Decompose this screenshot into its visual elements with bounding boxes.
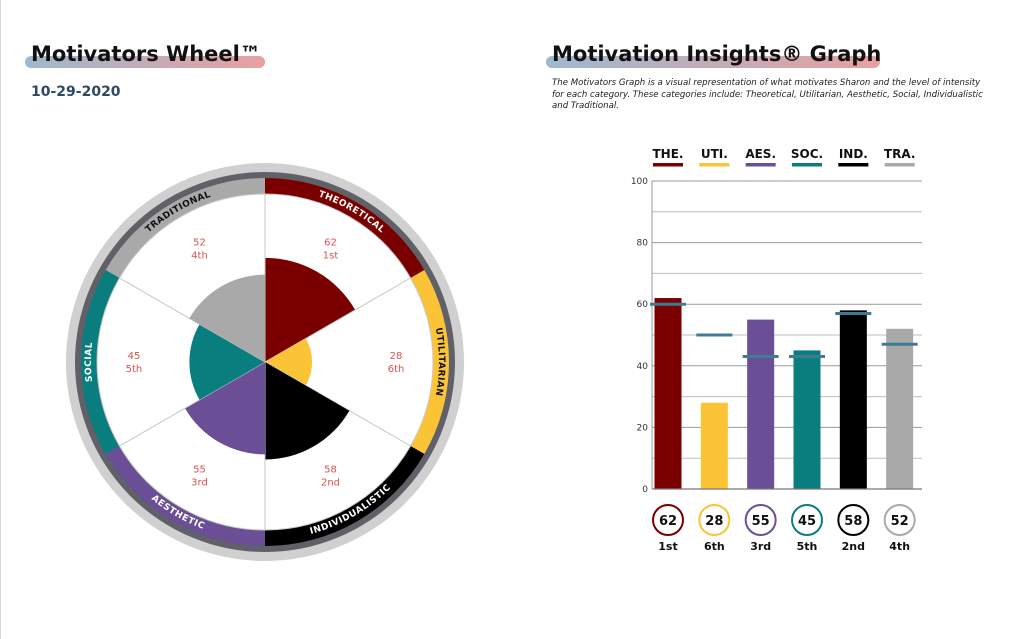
wheel-value-label: 52 — [193, 238, 206, 249]
score-value: 55 — [752, 514, 770, 529]
wheel-title-block: Motivators Wheel™ — [25, 42, 265, 68]
wheel-band-aesthetic — [105, 446, 265, 546]
bar-aes- — [747, 319, 775, 489]
bar-soc- — [793, 350, 821, 489]
legend-swatch-tra- — [884, 163, 915, 167]
legend-label-uti-: UTI. — [701, 147, 728, 161]
bar-uti- — [700, 402, 728, 489]
score-value: 45 — [798, 514, 816, 529]
score-rank: 6th — [704, 540, 725, 553]
wheel-segment-social — [96, 277, 267, 447]
title-underline — [25, 56, 265, 68]
score-rank: 3rd — [750, 540, 771, 553]
wheel-slice-individualistic — [265, 362, 350, 460]
graph-title-block: Motivation Insights® Graph — [546, 42, 882, 68]
wheel-rank-label: 6th — [388, 364, 405, 375]
score-circle-the- — [652, 504, 684, 536]
legend-label-ind-: IND. — [839, 147, 868, 161]
wheel-band-social — [81, 270, 120, 454]
motivators-wheel: 621stTHEORETICAL286thUTILITARIAN582ndIND… — [66, 163, 464, 561]
wheel-title: Motivators Wheel™ — [31, 42, 261, 66]
score-value: 62 — [659, 514, 677, 529]
wheel-value-label: 58 — [324, 464, 337, 475]
wheel-slice-aesthetic — [184, 362, 265, 455]
score-circle-soc- — [791, 504, 823, 536]
y-tick-label: 60 — [637, 300, 649, 310]
legend-label-the-: THE. — [653, 147, 684, 161]
wheel-slice-theoretical — [265, 257, 356, 362]
bar-ind- — [839, 310, 867, 489]
legend-swatch-uti- — [699, 163, 730, 167]
wheel-rank-label: 2nd — [321, 477, 340, 488]
legend-swatch-ind- — [838, 163, 869, 167]
wheel-slice-social — [189, 324, 265, 400]
wheel-band-traditional — [105, 178, 265, 278]
legend-swatch-the- — [653, 163, 683, 167]
wheel-band-individualistic — [265, 446, 425, 546]
wheel-segment-utilitarian — [264, 277, 434, 447]
page-edge — [0, 0, 1, 639]
legend-swatch-soc- — [792, 163, 822, 167]
motivation-bar-chart: 0 20 40 60 80 100 THE. 62 1st UTI. 28 6th AES. 55 3rd S… — [631, 147, 922, 553]
wheel-slice-utilitarian — [265, 338, 313, 386]
report-date: 10-29-2020 — [31, 84, 121, 100]
wheel-rank-label: 3rd — [191, 477, 208, 488]
score-circle-ind- — [837, 504, 870, 536]
legend-label-soc-: SOC. — [791, 147, 823, 161]
wheel-rank-label: 1st — [323, 251, 339, 262]
score-rank: 1st — [658, 540, 677, 553]
y-tick-label: 100 — [631, 177, 648, 187]
score-rank: 2nd — [842, 540, 865, 553]
wheel-category-label-social: SOCIAL — [84, 342, 95, 383]
y-tick-label: 20 — [637, 423, 649, 433]
legend-label-tra-: TRA. — [884, 147, 916, 161]
score-circle-aes- — [744, 504, 777, 536]
wheel-category-label-path: SOCIAL — [84, 342, 95, 383]
wheel-category-label-path: UTILITARIAN — [433, 327, 446, 397]
bar-tra- — [886, 328, 914, 489]
wheel-value-label: 28 — [390, 351, 403, 362]
graph-title: Motivation Insights® Graph — [552, 42, 882, 66]
wheel-band-utilitarian — [410, 270, 449, 454]
legend-swatch-aes- — [745, 163, 776, 167]
graph-description: The Motivators Graph is a visual represe… — [552, 78, 983, 111]
y-tick-label: 80 — [637, 239, 649, 249]
score-circle-tra- — [883, 504, 916, 536]
legend-label-aes-: AES. — [745, 147, 776, 161]
y-tick-label: 0 — [642, 485, 648, 495]
score-rank: 4th — [889, 540, 910, 553]
wheel-value-label: 55 — [193, 464, 206, 475]
wheel-rank-label: 5th — [126, 364, 143, 375]
score-rank: 5th — [797, 540, 818, 553]
y-tick-label: 40 — [637, 362, 649, 372]
wheel-band-theoretical — [265, 178, 425, 278]
wheel-value-label: 62 — [324, 238, 337, 249]
score-circle-uti- — [698, 504, 731, 536]
title-underline — [546, 56, 880, 68]
score-value: 28 — [705, 514, 723, 529]
wheel-rank-label: 4th — [191, 251, 208, 262]
score-value: 52 — [891, 514, 909, 529]
bar-the- — [654, 298, 682, 489]
wheel-value-label: 45 — [128, 351, 141, 362]
wheel-slice-traditional — [189, 274, 265, 362]
wheel-category-label-utilitarian: UTILITARIAN — [433, 327, 446, 397]
score-value: 58 — [844, 514, 862, 529]
